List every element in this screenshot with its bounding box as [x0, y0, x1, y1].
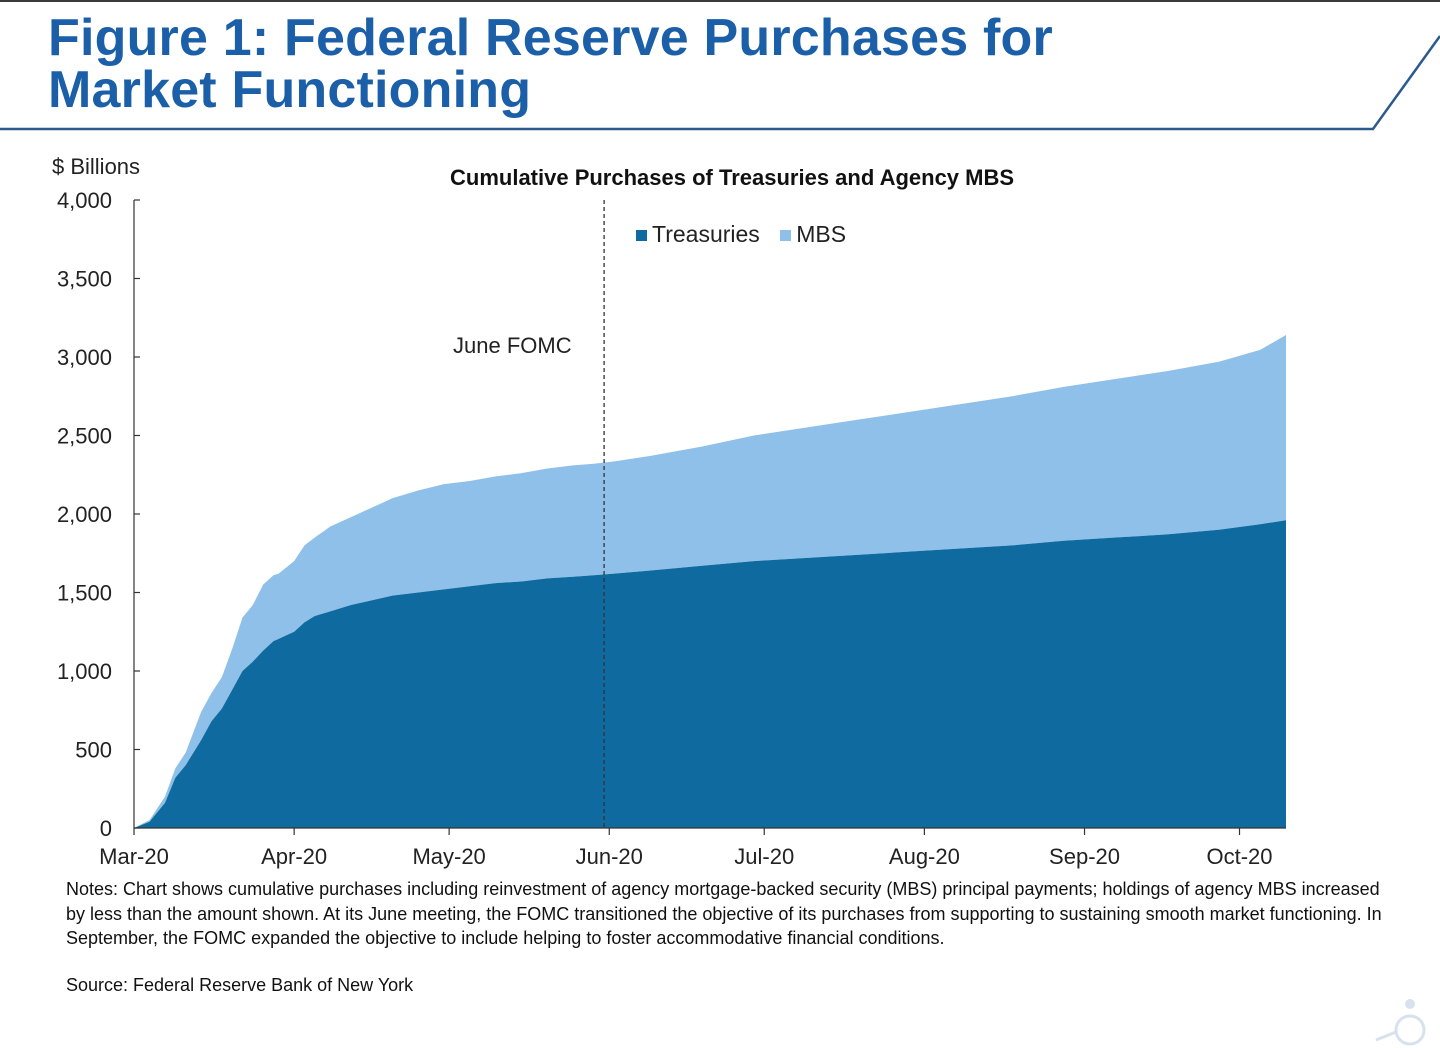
area-treasuries	[134, 520, 1286, 828]
y-axis-title: $ Billions	[52, 154, 141, 179]
x-tick-label: Oct-20	[1206, 844, 1272, 869]
y-tick-label: 3,000	[57, 345, 112, 370]
y-tick-label: 3,500	[57, 267, 112, 292]
legend-label-mbs: MBS	[796, 221, 847, 247]
x-tick-label: Apr-20	[261, 844, 327, 869]
y-tick-label: 2,000	[57, 502, 112, 527]
header-divider	[0, 35, 1440, 131]
x-tick-label: Jul-20	[734, 844, 794, 869]
legend-swatch-mbs	[780, 230, 792, 241]
legend-swatch-treasuries	[636, 230, 647, 241]
legend-item-treasuries: Treasuries	[636, 221, 760, 248]
y-tick-label: 1,500	[57, 581, 112, 606]
y-tick-label: 4,000	[57, 188, 112, 213]
legend-item-mbs: MBS	[780, 221, 846, 248]
x-tick-label: Jun-20	[576, 844, 643, 869]
watermark-logo-icon	[1375, 999, 1426, 1046]
figure-title: Figure 1: Federal Reserve Purchases for …	[48, 12, 1053, 116]
y-tick-label: 0	[100, 816, 112, 841]
x-tick-label: Aug-20	[889, 844, 960, 869]
figure-title-line1: Figure 1: Federal Reserve Purchases for	[48, 9, 1053, 67]
chart-legend: Treasuries MBS	[636, 221, 860, 248]
x-tick-label: May-20	[412, 844, 485, 869]
x-tick-label: Mar-20	[99, 844, 169, 869]
stacked-area-chart: 0 500 1,000 1,500 2,000 2,500 3,000 3,500 4,000 M…	[57, 188, 1286, 869]
y-tick-label: 1,000	[57, 659, 112, 684]
top-rule	[0, 0, 1440, 2]
figure-title-line2: Market Functioning	[48, 61, 532, 119]
chart-notes: Notes: Chart shows cumulative purchases …	[66, 879, 1382, 948]
area-mbs	[134, 335, 1286, 828]
y-tick-label: 500	[75, 738, 112, 763]
chart-title: Cumulative Purchases of Treasuries and A…	[450, 165, 1015, 190]
x-tick-label: Sep-20	[1049, 844, 1120, 869]
legend-label-treasuries: Treasuries	[652, 221, 760, 247]
chart-source: Source: Federal Reserve Bank of New York	[66, 975, 414, 995]
june-fomc-label: June FOMC	[453, 333, 572, 358]
y-tick-label: 2,500	[57, 424, 112, 449]
